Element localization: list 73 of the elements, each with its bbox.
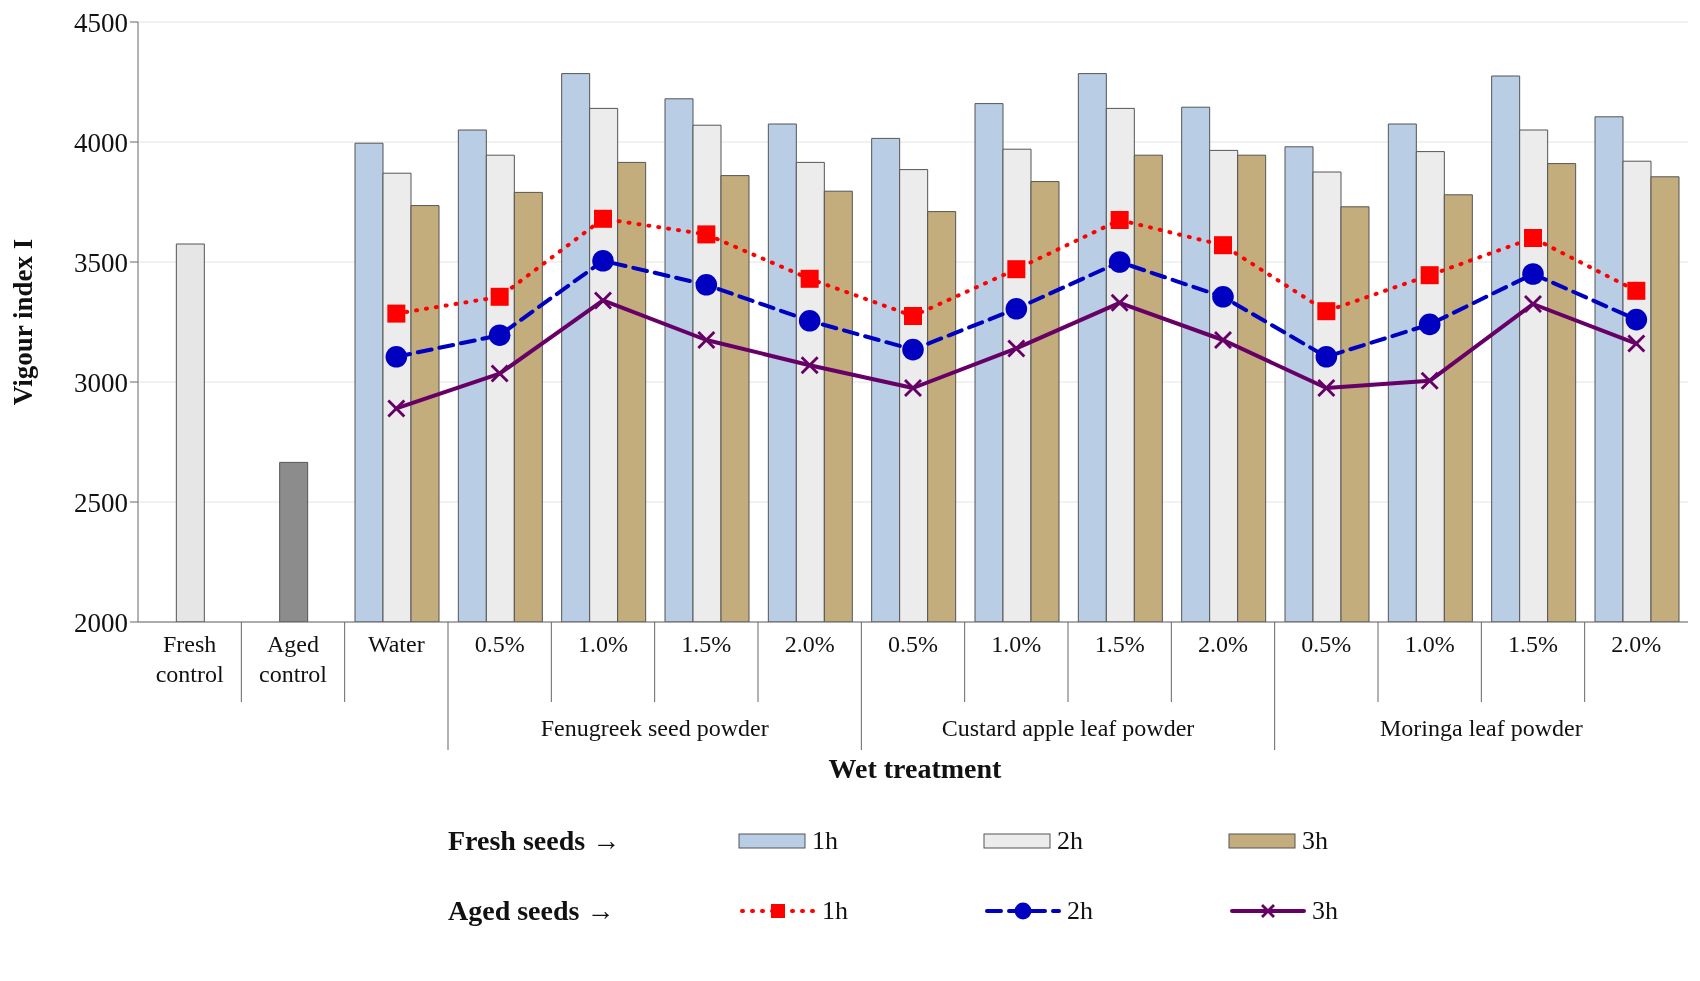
point: [1005, 298, 1028, 320]
point: [902, 338, 924, 361]
x-tick-label: 1.5%: [1094, 631, 1145, 657]
point: [1418, 313, 1441, 336]
point: [490, 364, 509, 383]
point: [695, 274, 718, 296]
y-tick-label: 2000: [74, 607, 128, 638]
point: [1524, 295, 1542, 313]
y-axis-title: Vigour index I: [7, 238, 38, 406]
point: [1214, 236, 1232, 255]
x-axis-title: Wet treatment: [827, 753, 1003, 785]
point: [594, 209, 612, 228]
point: [904, 307, 922, 325]
point: [1317, 302, 1336, 321]
point: [904, 379, 922, 397]
x-tick-label: 1.0%: [578, 631, 628, 657]
x-tick-label: 0.5%: [1301, 631, 1352, 657]
x-tick-label: 0.5%: [888, 631, 938, 657]
point: [387, 399, 406, 418]
legend-label: 1h: [822, 896, 848, 926]
text: Custard apple leaf powder: [941, 715, 1195, 741]
point: [1214, 331, 1232, 349]
x-tick-label: 1.5%: [681, 631, 732, 657]
point: [1627, 281, 1646, 300]
x-tick-label: 1.0%: [1404, 631, 1455, 657]
point: [594, 291, 612, 310]
x-tick-label: Water: [367, 631, 425, 657]
point: [1007, 260, 1026, 279]
point: [1315, 346, 1338, 368]
x-tick-label: 2.0%: [1198, 631, 1248, 657]
x-tick-label: 1.5%: [1508, 631, 1558, 657]
point: [800, 269, 819, 288]
point: [1522, 263, 1544, 285]
point: [1108, 251, 1131, 273]
point: [1110, 211, 1129, 229]
x-tick-label: Fresh control: [155, 631, 224, 687]
x-tick-label: 2.0%: [784, 631, 835, 657]
point: [697, 225, 716, 244]
legend-label: 3h: [1302, 826, 1328, 856]
point: [490, 287, 509, 306]
x-tick-label: Aged control: [259, 631, 328, 687]
point: [488, 324, 511, 346]
text: Fenugreek seed powder: [540, 715, 769, 741]
text: Fresh seeds →: [448, 825, 622, 857]
text: Aged seeds →: [448, 895, 616, 927]
point: [1110, 293, 1129, 312]
y-tick-label: 3500: [74, 247, 128, 278]
legend-label: 3h: [1312, 896, 1338, 926]
point: [697, 331, 716, 349]
point: [1420, 371, 1439, 390]
point: [1007, 339, 1026, 358]
text: Moringa leaf powder: [1380, 715, 1583, 741]
point: [1625, 308, 1648, 331]
point: [1627, 334, 1646, 353]
y-tick-label: 4500: [74, 7, 128, 38]
point: [592, 250, 614, 272]
y-tick-label: 2500: [74, 487, 128, 518]
point: [798, 310, 821, 332]
point: [387, 304, 406, 323]
point: [1420, 266, 1439, 285]
legend-label: 2h: [1057, 826, 1083, 856]
x-tick-label: 0.5%: [474, 631, 525, 657]
point: [385, 346, 408, 368]
y-tick-label: 4000: [74, 127, 128, 158]
x-tick-label: 1.0%: [991, 631, 1042, 657]
legend-label: 2h: [1067, 896, 1093, 926]
point: [1317, 379, 1336, 397]
x-tick-label: 2.0%: [1611, 631, 1662, 657]
point: [1524, 229, 1542, 247]
y-tick-label: 3000: [74, 367, 128, 398]
legend-label: 1h: [812, 826, 838, 856]
point: [1212, 286, 1234, 308]
point: [800, 356, 819, 375]
